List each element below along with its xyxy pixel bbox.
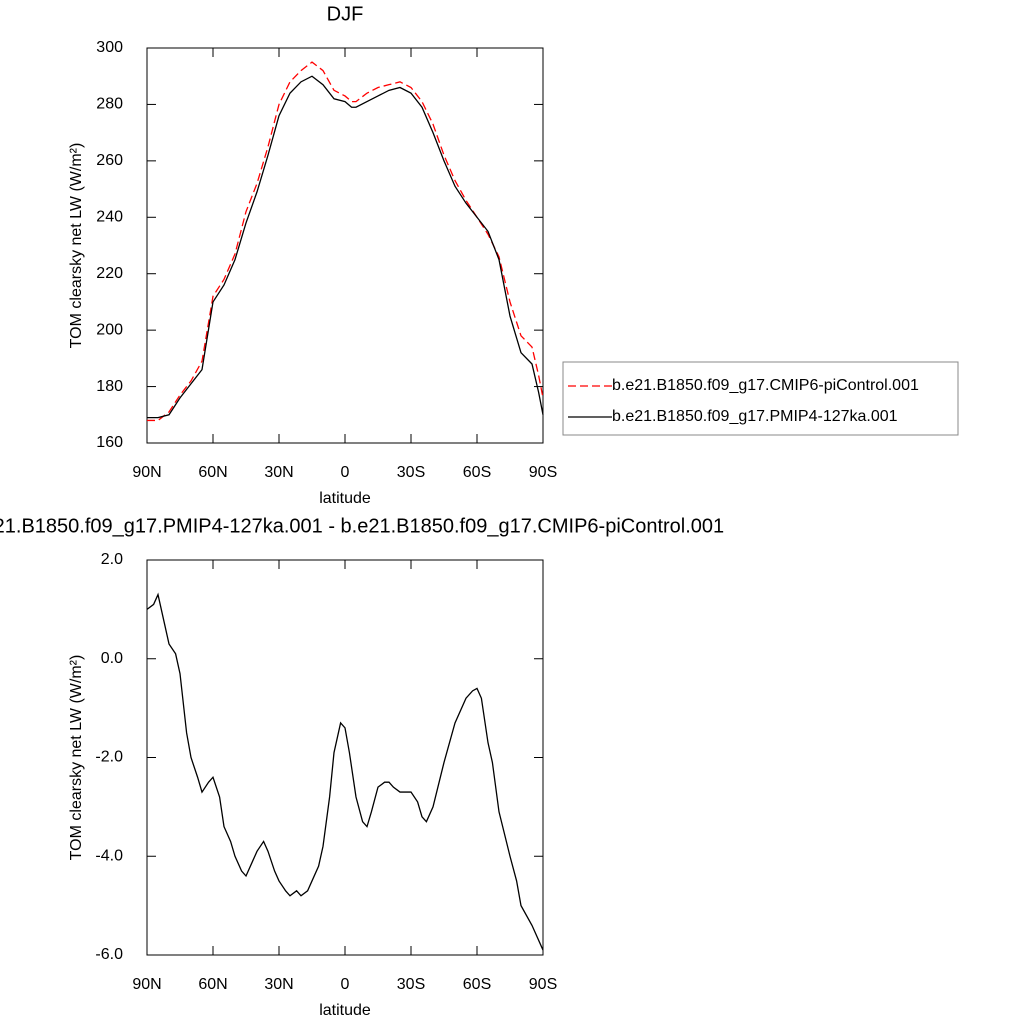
x-tick-label: 90S	[529, 464, 557, 481]
y-tick-label: 260	[96, 152, 123, 169]
x-tick-label: 30N	[264, 976, 293, 993]
x-tick-label: 90N	[132, 464, 161, 481]
chart-title: DJF	[327, 3, 364, 25]
y-tick-label: 300	[96, 39, 123, 56]
x-tick-label: 90S	[529, 976, 557, 993]
x-axis-label: latitude	[319, 490, 371, 507]
legend-label: b.e21.B1850.f09_g17.CMIP6-piControl.001	[612, 377, 919, 394]
x-tick-label: 30N	[264, 464, 293, 481]
x-tick-label: 60N	[198, 976, 227, 993]
y-tick-label: 2.0	[101, 551, 123, 568]
x-axis-label: latitude	[319, 1002, 371, 1019]
x-tick-label: 30S	[397, 464, 425, 481]
y-tick-label: -2.0	[95, 749, 123, 766]
y-tick-label: 280	[96, 96, 123, 113]
legend-label: b.e21.B1850.f09_g17.PMIP4-127ka.001	[612, 408, 898, 425]
y-tick-label: 180	[96, 378, 123, 395]
y-tick-label: -4.0	[95, 847, 123, 864]
data-line	[146, 592, 544, 951]
plot-frame	[146, 559, 544, 956]
x-tick-label: 30S	[397, 976, 425, 993]
plot-frame	[146, 47, 544, 444]
data-line	[147, 75, 544, 419]
x-tick-label: 0	[341, 464, 350, 481]
y-tick-label: 200	[96, 321, 123, 338]
y-axis-label: TOM clearsky net LW (W/m²)	[68, 143, 85, 349]
x-tick-label: 60N	[198, 464, 227, 481]
y-tick-label: 220	[96, 265, 123, 282]
y-tick-label: 240	[96, 209, 123, 226]
y-axis-label: TOM clearsky net LW (W/m²)	[68, 655, 85, 861]
x-tick-label: 60S	[463, 976, 491, 993]
y-tick-label: 160	[96, 434, 123, 451]
data-line	[147, 61, 544, 422]
y-tick-label: 0.0	[101, 650, 123, 667]
legend-box	[562, 361, 959, 436]
chart-title: b.e21.B1850.f09_g17.PMIP4-127ka.001 - b.…	[0, 515, 724, 537]
x-tick-label: 0	[341, 976, 350, 993]
y-tick-label: -6.0	[95, 946, 123, 963]
x-tick-label: 60S	[463, 464, 491, 481]
x-tick-label: 90N	[132, 976, 161, 993]
